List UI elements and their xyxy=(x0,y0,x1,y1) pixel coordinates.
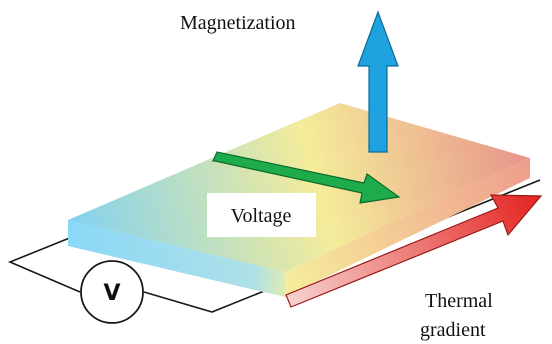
voltage-label-box xyxy=(207,193,316,237)
thermal-label-line1: Thermal xyxy=(425,290,493,312)
magnetization-label: Magnetization xyxy=(180,12,296,34)
voltmeter-circle xyxy=(80,260,144,324)
magnetization-arrow xyxy=(357,10,399,153)
voltmeter: V xyxy=(80,260,144,324)
slab-side-face xyxy=(285,158,530,297)
thermal-gradient-arrow xyxy=(285,194,543,308)
voltage-label: Voltage xyxy=(231,205,292,227)
voltage-arrow xyxy=(212,151,401,204)
thermal-label-line2: gradient xyxy=(420,319,486,341)
voltmeter-label: V xyxy=(103,281,120,306)
slab-top-face xyxy=(68,103,530,272)
slab-front-face xyxy=(68,220,285,297)
sample-slab xyxy=(68,103,530,297)
